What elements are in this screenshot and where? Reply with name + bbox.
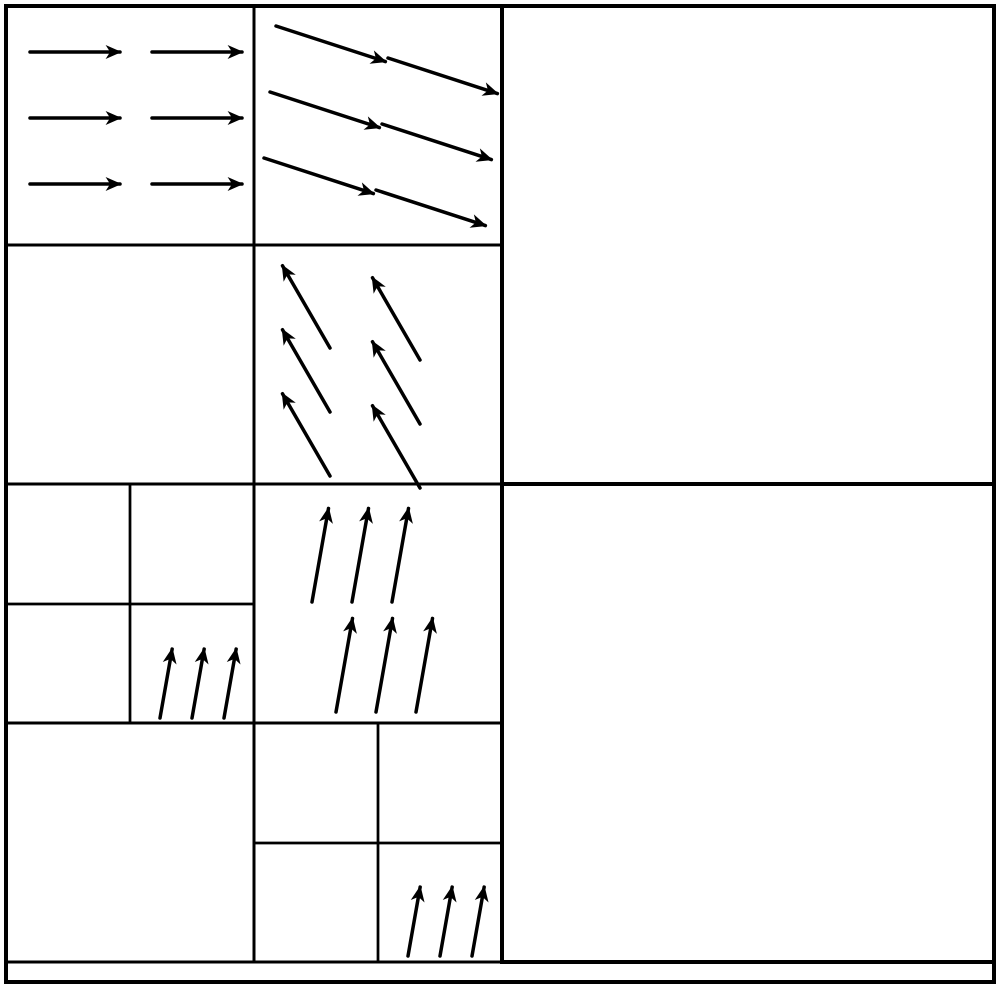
arrow-icon	[276, 26, 385, 62]
arrow-icon	[376, 190, 485, 226]
arrow-icon	[192, 649, 204, 718]
diagram-svg	[0, 0, 1000, 988]
arrow-icon	[373, 278, 421, 360]
cell-q3-br-d	[378, 843, 502, 962]
arrow-icon	[388, 58, 497, 94]
arrow-icon	[160, 649, 172, 718]
cell-q2	[502, 6, 994, 484]
quadtree-vector-diagram	[0, 0, 1000, 988]
arrow-icon	[382, 124, 491, 160]
cell-q1-tl	[6, 6, 254, 245]
cell-q4	[502, 484, 994, 962]
cell-q3-bl	[6, 723, 254, 962]
arrow-icon	[336, 618, 352, 712]
arrow-icon	[270, 92, 379, 128]
cell-q1-bl	[6, 245, 254, 484]
cell-q3-br-a	[254, 723, 378, 843]
cell-q3-tl-c	[6, 604, 130, 723]
arrow-icon	[224, 649, 236, 718]
arrow-icon	[283, 330, 331, 412]
arrow-icon	[283, 394, 331, 476]
arrow-icon	[283, 266, 331, 348]
arrow-icon	[376, 618, 392, 712]
cell-q3-tr	[254, 484, 502, 723]
arrow-icon	[408, 887, 420, 956]
arrow-icon	[416, 618, 432, 712]
arrows-layer	[30, 26, 497, 956]
arrow-icon	[373, 342, 421, 424]
cell-q3-tl-d	[130, 604, 254, 723]
arrow-icon	[264, 158, 373, 194]
arrow-icon	[373, 406, 421, 488]
arrow-icon	[392, 508, 408, 602]
cell-q3-tl-b	[130, 484, 254, 604]
arrow-icon	[352, 508, 368, 602]
arrow-icon	[312, 508, 328, 602]
cells-layer	[6, 6, 994, 962]
cell-q3-br-c	[254, 843, 378, 962]
cell-q3-tl-a	[6, 484, 130, 604]
arrow-icon	[440, 887, 452, 956]
cell-q3-br-b	[378, 723, 502, 843]
arrow-icon	[472, 887, 484, 956]
